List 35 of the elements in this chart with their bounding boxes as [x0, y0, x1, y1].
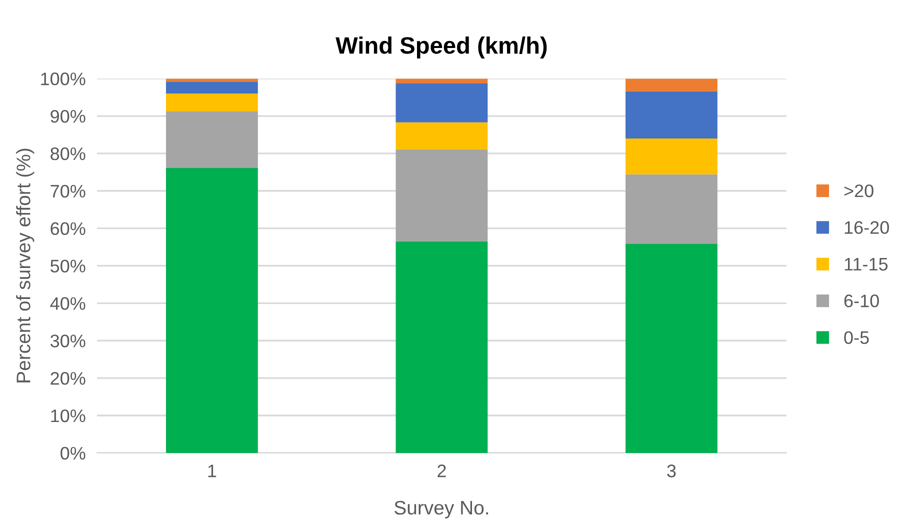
y-tick-label: 60% — [50, 222, 86, 236]
bar — [166, 112, 258, 168]
bar — [396, 83, 488, 122]
bar — [166, 94, 258, 112]
y-tick-label: 100% — [41, 72, 86, 86]
bar — [396, 241, 488, 453]
legend-label: >20 — [844, 184, 874, 198]
x-tick-label: 2 — [438, 464, 446, 478]
bar — [396, 122, 488, 150]
legend-label: 11-15 — [844, 258, 888, 271]
legend-label: 0-5 — [844, 331, 869, 344]
y-tick-label: 50% — [50, 260, 86, 272]
y-tick-label: 80% — [50, 147, 86, 160]
x-axis-title: Survey No. — [394, 500, 488, 518]
x-tick-label: 1 — [208, 464, 216, 478]
y-tick-label: 10% — [51, 409, 86, 422]
legend-label: 16-20 — [844, 221, 889, 234]
y-tick-label: 70% — [50, 184, 86, 198]
legend-label: 6-10 — [844, 294, 879, 308]
y-axis-title: Percent of survey effort (%) — [16, 148, 34, 382]
bar — [626, 91, 718, 138]
y-tick-label: 90% — [50, 110, 86, 123]
bar — [626, 138, 718, 174]
chart-title: Wind Speed (km/h) — [336, 36, 547, 58]
bar — [626, 78, 718, 92]
bar — [166, 82, 258, 94]
x-tick-label: 3 — [667, 464, 676, 478]
y-tick-label: 40% — [50, 297, 86, 310]
bar — [626, 244, 718, 453]
bar — [166, 168, 258, 453]
y-tick-label: 0% — [60, 446, 86, 460]
bar — [626, 174, 718, 244]
bar — [396, 149, 488, 242]
y-tick-label: 30% — [50, 334, 86, 348]
y-tick-label: 20% — [50, 372, 86, 385]
